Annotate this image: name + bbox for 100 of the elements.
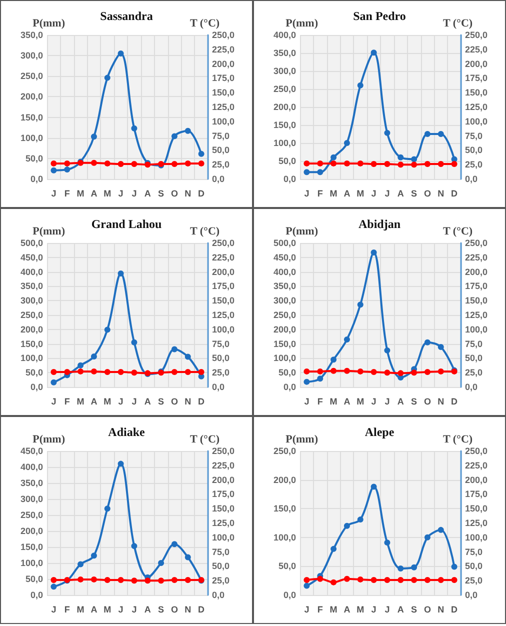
point (171, 541, 178, 548)
y-tick-label: 150,0 (273, 120, 296, 130)
y2-tick-label: 0,0 (465, 590, 478, 600)
point (50, 584, 57, 590)
x-tick-label: N (438, 188, 444, 198)
y-tick-label: 150,0 (20, 542, 43, 552)
y2-tick-label: 200,0 (465, 474, 488, 485)
y2-tick-label: 75,0 (212, 546, 230, 557)
point (398, 154, 404, 160)
x-tick-label: M (356, 604, 364, 614)
point (330, 356, 337, 363)
x-tick-label: A (344, 396, 351, 406)
x-tick-label: J (51, 396, 56, 406)
y-tick-label: 450,0 (273, 252, 296, 262)
y-tick-label: 250,0 (273, 446, 296, 456)
point (198, 150, 204, 157)
y-tick-label: 350,0 (273, 281, 296, 292)
y2-tick-label: 0,0 (465, 174, 478, 184)
point (50, 379, 57, 386)
point (357, 516, 364, 523)
y2-tick-label: 25,0 (212, 160, 230, 170)
y-tick-label: 0,0 (283, 382, 296, 392)
x-tick-label: A (90, 188, 98, 198)
x-tick-label: O (424, 396, 431, 406)
y2-tick-label: 150,0 (465, 88, 488, 98)
x-tick-label: D (198, 396, 206, 406)
x-tick-label: A (144, 604, 152, 614)
point (104, 506, 110, 512)
x-tick-label: F (317, 604, 324, 614)
y-tick-label: 200,0 (273, 324, 296, 334)
point (424, 534, 430, 540)
x-tick-label: J (51, 188, 56, 198)
y-tick-label: 300,0 (273, 296, 296, 306)
y-tick-label: 250,0 (20, 71, 43, 82)
x-tick-label: M (104, 396, 112, 406)
y2-axis-title: T (°C) (443, 18, 473, 30)
point (384, 347, 390, 354)
x-tick-label: F (64, 188, 70, 198)
y2-tick-label: 25,0 (465, 576, 483, 586)
y2-axis-title: T (°C) (190, 18, 220, 30)
x-tick-label: S (158, 604, 164, 614)
y-tick-label: 400,0 (20, 266, 43, 277)
x-tick-label: J (384, 396, 390, 406)
point (184, 554, 191, 560)
y2-tick-label: 125,0 (212, 518, 235, 528)
x-tick-label: D (198, 604, 206, 614)
x-tick-label: J (118, 396, 124, 406)
x-tick-label: S (411, 396, 418, 406)
x-tick-label: M (104, 604, 112, 614)
y2-tick-label: 25,0 (465, 368, 483, 378)
y-tick-label: 150,0 (273, 338, 296, 349)
y-tick-label: 100,0 (20, 353, 43, 364)
y2-tick-label: 25,0 (212, 368, 230, 378)
y2-tick-label: 100,0 (212, 532, 235, 542)
y2-tick-label: 75,0 (212, 130, 230, 141)
x-tick-label: N (184, 188, 192, 198)
y2-tick-label: 125,0 (212, 310, 235, 320)
y2-tick-label: 100,0 (465, 532, 488, 542)
x-tick-label: M (76, 604, 84, 614)
x-tick-label: A (397, 604, 404, 614)
y2-tick-label: 125,0 (465, 518, 488, 528)
x-tick-label: J (371, 604, 376, 614)
y2-tick-label: 150,0 (465, 296, 488, 306)
y-axis-title: P(mm) (32, 18, 66, 30)
y-tick-label: 100,0 (273, 532, 296, 542)
y-tick-label: 50,0 (25, 153, 43, 164)
point (357, 82, 364, 88)
y-tick-label: 200,0 (20, 526, 43, 536)
y2-tick-label: 200,0 (212, 266, 235, 277)
y2-tick-label: 250,0 (212, 30, 235, 40)
y2-tick-label: 0,0 (212, 174, 225, 184)
x-tick-label: M (356, 396, 364, 406)
point (384, 130, 390, 136)
point (171, 346, 178, 352)
x-tick-label: N (184, 396, 192, 406)
x-tick-label: O (170, 396, 178, 406)
x-tick-label: D (451, 188, 458, 198)
y-axis-title: P(mm) (286, 434, 318, 446)
x-tick-label: J (304, 604, 310, 614)
point (411, 564, 418, 570)
point (424, 131, 430, 137)
y-tick-label: 300,0 (20, 50, 43, 61)
x-tick-label: J (51, 604, 56, 614)
y-tick-label: 150,0 (20, 338, 43, 349)
point (184, 128, 191, 134)
x-tick-label: S (411, 188, 418, 198)
point (50, 167, 57, 174)
y-tick-label: 400,0 (20, 462, 43, 472)
chart-title: Alepe (364, 425, 395, 439)
y2-tick-label: 175,0 (465, 489, 488, 500)
y-tick-label: 450,0 (20, 446, 43, 456)
point (317, 376, 324, 382)
y-tick-label: 0,0 (30, 590, 43, 600)
y-tick-label: 100,0 (273, 353, 296, 364)
point (451, 564, 458, 570)
y-tick-label: 50,0 (25, 368, 43, 378)
point (438, 131, 444, 137)
y2-tick-label: 225,0 (212, 44, 235, 54)
y2-tick-label: 175,0 (465, 281, 488, 292)
y-tick-label: 250,0 (273, 84, 296, 94)
